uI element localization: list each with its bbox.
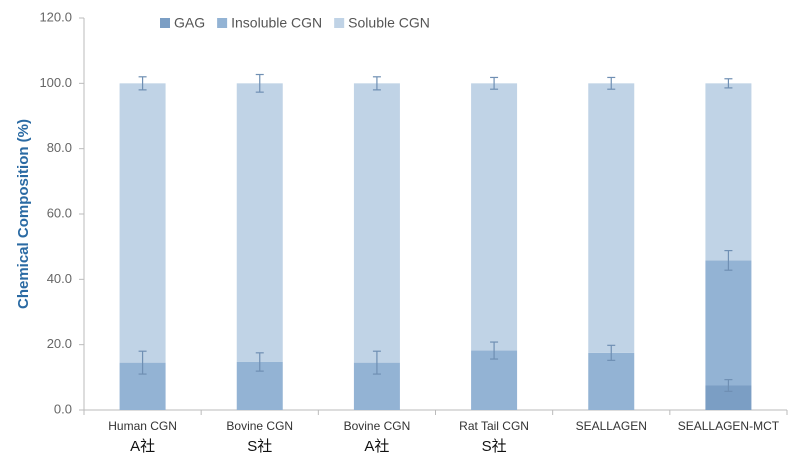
x-tick-label: Rat Tail CGN bbox=[459, 419, 529, 433]
bar-segment bbox=[705, 83, 752, 261]
x-tick-sublabel: S社 bbox=[247, 438, 272, 455]
error-bar bbox=[138, 76, 147, 91]
y-tick-label: 100.0 bbox=[39, 75, 72, 90]
bar-segment bbox=[236, 83, 283, 362]
x-tick-label: Bovine CGN bbox=[226, 419, 293, 433]
bar-segment bbox=[471, 350, 518, 410]
error-bar bbox=[607, 344, 616, 361]
y-tick-label: 60.0 bbox=[47, 205, 72, 220]
y-tick-label: 0.0 bbox=[54, 401, 72, 416]
x-tick-label: Human CGN bbox=[108, 419, 177, 433]
x-tick-sublabel: S社 bbox=[482, 438, 507, 455]
y-axis-title: Chemical Composition (%) bbox=[15, 119, 32, 309]
legend-swatch bbox=[217, 18, 228, 28]
bar-segment bbox=[471, 83, 518, 351]
x-tick-label: SEALLAGEN-MCT bbox=[678, 419, 780, 433]
error-bar bbox=[138, 350, 147, 375]
error-bar bbox=[724, 78, 733, 89]
bar-segment bbox=[353, 83, 400, 363]
x-tick-sublabel: A社 bbox=[130, 438, 155, 455]
bar-segment bbox=[705, 260, 752, 386]
error-bar bbox=[724, 379, 733, 392]
legend-swatch bbox=[160, 18, 170, 28]
x-tick-sublabel: A社 bbox=[364, 438, 389, 455]
error-bar bbox=[372, 76, 381, 91]
legend-label: GAG bbox=[174, 15, 205, 31]
error-bar bbox=[490, 76, 499, 90]
error-bar bbox=[490, 341, 499, 360]
y-tick-label: 40.0 bbox=[47, 271, 72, 286]
bar-segment bbox=[119, 83, 166, 363]
error-bar bbox=[724, 249, 733, 271]
x-tick-label: Bovine CGN bbox=[344, 419, 411, 433]
bar-segment bbox=[588, 83, 635, 353]
y-tick-label: 120.0 bbox=[39, 9, 72, 24]
error-bar bbox=[372, 350, 381, 375]
error-bar bbox=[255, 352, 264, 372]
legend-label: Insoluble CGN bbox=[231, 15, 322, 31]
y-tick-label: 80.0 bbox=[47, 140, 72, 155]
bar-segment bbox=[588, 352, 635, 410]
legend-swatch bbox=[334, 18, 345, 28]
y-tick-label: 20.0 bbox=[47, 336, 72, 351]
x-tick-label: SEALLAGEN bbox=[576, 419, 647, 433]
error-bar bbox=[255, 73, 264, 93]
error-bar bbox=[607, 76, 616, 90]
legend-label: Soluble CGN bbox=[348, 15, 430, 31]
